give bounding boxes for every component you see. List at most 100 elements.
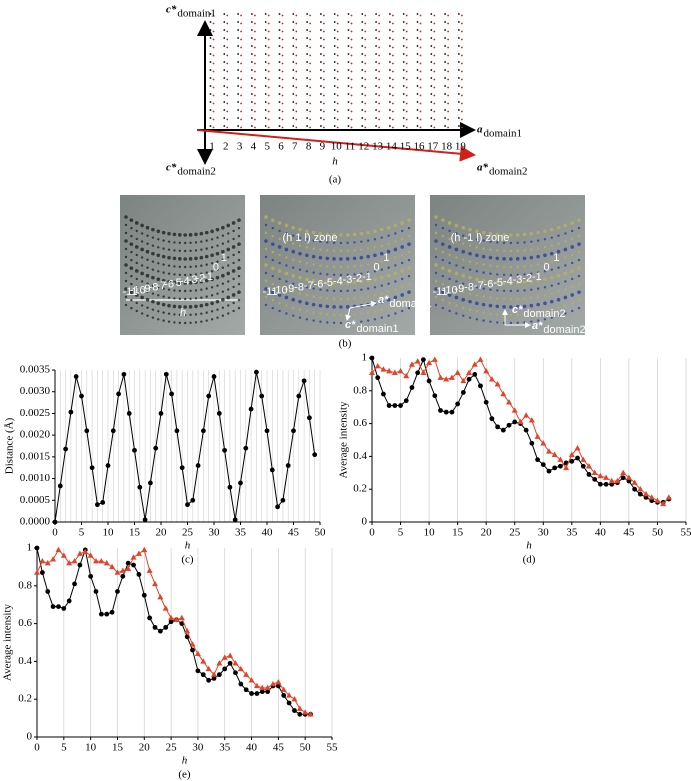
point bbox=[66, 559, 73, 566]
lattice-dot bbox=[209, 85, 212, 87]
spot bbox=[387, 314, 390, 317]
lattice-dot bbox=[309, 38, 311, 41]
lattice-dot bbox=[375, 61, 377, 63]
lattice-dot bbox=[264, 45, 267, 47]
y-tick-label: 0.6 bbox=[353, 417, 367, 429]
lattice-dot bbox=[323, 22, 325, 25]
spot bbox=[271, 274, 275, 278]
spot bbox=[173, 249, 176, 252]
lattice-dot bbox=[212, 46, 215, 49]
lattice-dot bbox=[295, 46, 298, 49]
spot bbox=[188, 257, 193, 261]
spot bbox=[394, 304, 397, 307]
lattice-dot bbox=[320, 117, 322, 119]
spot bbox=[326, 297, 329, 300]
lattice-dot bbox=[416, 125, 419, 127]
index-label: -10 bbox=[272, 284, 288, 296]
index-label: -4 bbox=[503, 275, 513, 287]
spot bbox=[434, 303, 438, 307]
spot bbox=[461, 249, 466, 254]
spot bbox=[157, 294, 160, 297]
lattice-dot bbox=[212, 118, 215, 121]
lattice-dot bbox=[292, 21, 295, 23]
spot bbox=[271, 290, 275, 294]
spot bbox=[380, 244, 383, 247]
lattice-dot bbox=[323, 126, 325, 129]
point bbox=[506, 399, 513, 405]
spot bbox=[135, 285, 138, 289]
lattice-dot bbox=[461, 78, 463, 81]
point bbox=[254, 369, 259, 375]
lattice-dot bbox=[240, 86, 243, 89]
lattice-dot bbox=[226, 126, 229, 129]
point bbox=[443, 409, 449, 415]
spot bbox=[167, 248, 171, 251]
spot bbox=[205, 287, 208, 290]
point bbox=[585, 463, 592, 469]
lattice-dot bbox=[461, 38, 463, 41]
spot bbox=[210, 294, 214, 297]
lattice-dot bbox=[251, 109, 253, 111]
spot bbox=[194, 265, 198, 268]
spot bbox=[140, 295, 144, 300]
spot bbox=[570, 253, 574, 257]
spot bbox=[167, 240, 171, 243]
spot bbox=[326, 289, 329, 292]
lattice-dot bbox=[212, 30, 215, 33]
spot bbox=[264, 231, 268, 235]
lattice-dot bbox=[402, 93, 405, 95]
lattice-dot bbox=[458, 125, 460, 127]
point bbox=[563, 464, 570, 471]
point bbox=[222, 666, 228, 672]
lattice-dot bbox=[281, 118, 284, 121]
spot bbox=[530, 264, 533, 267]
lattice-dot bbox=[430, 29, 433, 31]
spot bbox=[468, 275, 472, 280]
point bbox=[665, 494, 672, 500]
point bbox=[222, 447, 228, 453]
spot bbox=[318, 255, 323, 260]
spot bbox=[232, 253, 235, 257]
spot bbox=[441, 298, 445, 302]
spot bbox=[227, 264, 230, 267]
lattice-dot bbox=[430, 85, 433, 87]
spot bbox=[400, 261, 404, 265]
spot bbox=[516, 249, 519, 253]
x-tick-label: 50 bbox=[315, 527, 327, 539]
lattice-dot bbox=[295, 70, 298, 73]
spot bbox=[264, 295, 268, 299]
lattice-dot bbox=[292, 53, 295, 55]
y-tick-label: 0.2 bbox=[353, 483, 367, 495]
spot bbox=[407, 218, 411, 222]
point bbox=[586, 472, 592, 477]
spot bbox=[278, 285, 281, 289]
lattice-dot bbox=[237, 53, 240, 55]
lattice-dot bbox=[295, 62, 298, 65]
lattice-dot bbox=[375, 93, 377, 95]
point bbox=[270, 680, 276, 687]
spot bbox=[536, 230, 540, 235]
lattice-dot bbox=[251, 13, 253, 15]
lattice-dot bbox=[254, 126, 256, 129]
spot bbox=[502, 305, 506, 309]
point bbox=[488, 376, 495, 382]
spot bbox=[482, 287, 485, 290]
spot bbox=[543, 270, 547, 273]
lattice-dot bbox=[378, 38, 380, 41]
spot bbox=[156, 277, 161, 282]
index-label: -1 bbox=[203, 271, 213, 283]
h-tick-label: 14 bbox=[386, 141, 398, 153]
y-tick-label: 0.0000 bbox=[20, 516, 51, 528]
lattice-dot bbox=[278, 29, 281, 31]
spot bbox=[319, 312, 322, 315]
spot bbox=[205, 271, 208, 274]
spot bbox=[394, 312, 397, 315]
spot bbox=[292, 290, 295, 293]
lattice-dot bbox=[461, 22, 463, 25]
point bbox=[478, 383, 483, 389]
lattice-dot bbox=[212, 14, 215, 17]
lattice-dot bbox=[320, 109, 322, 111]
spot bbox=[146, 266, 149, 269]
spot bbox=[387, 234, 390, 237]
point bbox=[280, 686, 287, 692]
